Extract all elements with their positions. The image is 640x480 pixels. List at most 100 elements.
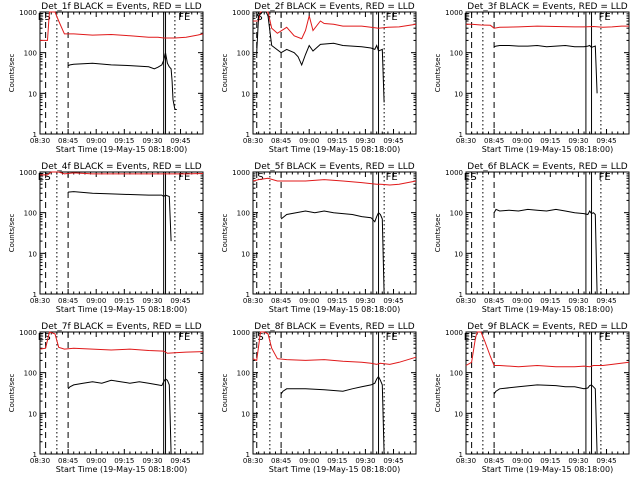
y-tick-label: 1	[33, 131, 37, 139]
x-tick-label: 08:45	[484, 297, 504, 305]
y-tick-label: 1000	[232, 329, 250, 337]
x-tick-label: 09:15	[114, 297, 134, 305]
x-tick-label: 08:45	[58, 297, 78, 305]
y-axis-label: Counts/sec	[434, 374, 442, 413]
x-axis-label: Start Time (19-May-15 08:18:00)	[269, 465, 400, 474]
series-events-line	[493, 208, 598, 295]
phase-marker-label: FE	[178, 332, 190, 343]
series-events-line	[256, 11, 385, 103]
y-tick-label: 1000	[19, 169, 37, 177]
phase-marker-label: FE	[386, 12, 398, 23]
series-events-line	[493, 44, 598, 94]
x-tick-label: 09:00	[512, 297, 532, 305]
y-tick-label: 1000	[232, 169, 250, 177]
phase-marker-label: FE	[386, 172, 398, 183]
y-tick-label: 1	[246, 131, 250, 139]
x-tick-label: 09:30	[568, 297, 588, 305]
y-tick-label: 10	[28, 250, 37, 258]
y-tick-label: 1	[459, 131, 463, 139]
panel-1: Det_1f BLACK = Events, RED = LLD 1 10 100 10…	[8, 2, 204, 154]
x-axis-label: Start Time (19-May-15 08:18:00)	[482, 305, 613, 314]
y-axis-label: Counts/sec	[8, 374, 16, 413]
series-lld-line	[466, 23, 629, 29]
y-axis-label: Counts/sec	[434, 214, 442, 253]
x-tick-label: 09:15	[114, 137, 134, 145]
x-axis-label: Start Time (19-May-15 08:18:00)	[269, 305, 400, 314]
panel-title: Det_1f BLACK = Events, RED = LLD	[41, 2, 201, 12]
x-tick-label: 08:30	[243, 457, 263, 465]
phase-marker-label: FE	[386, 332, 398, 343]
phase-marker-label: E	[464, 332, 470, 343]
panel-5: Det_5f BLACK = Events, RED = LLD 1 10 100 10…	[221, 162, 417, 314]
panel-title: Det_9f BLACK = Events, RED = LLD	[467, 322, 627, 332]
plot-frame	[39, 11, 204, 135]
x-tick-label: 09:00	[86, 457, 106, 465]
y-axis-label: Counts/sec	[221, 214, 229, 253]
x-axis-label: Start Time (19-May-15 08:18:00)	[269, 145, 400, 154]
y-tick-label: 100	[450, 50, 463, 58]
y-tick-label: 10	[241, 90, 250, 98]
series-lld-line	[253, 11, 417, 40]
x-tick-label: 09:30	[142, 457, 162, 465]
x-tick-label: 08:45	[271, 297, 291, 305]
x-tick-label: 08:30	[30, 297, 50, 305]
x-tick-label: 09:30	[142, 297, 162, 305]
x-tick-label: 09:00	[86, 297, 106, 305]
x-tick-label: 08:45	[484, 137, 504, 145]
phase-marker-label: S	[470, 332, 476, 343]
panel-title: Det_8f BLACK = Events, RED = LLD	[254, 322, 414, 332]
y-tick-label: 10	[454, 90, 463, 98]
y-tick-label: 1	[246, 291, 250, 299]
x-tick-label: 09:45	[170, 297, 190, 305]
x-tick-label: 09:45	[383, 137, 403, 145]
series-events-line	[67, 378, 172, 455]
phase-marker-label: FE	[599, 12, 611, 23]
panel-4: Det_4f BLACK = Events, RED = LLD 1 10 100 10…	[8, 162, 204, 314]
panel-title: Det_6f BLACK = Events, RED = LLD	[467, 162, 627, 172]
x-tick-label: 09:15	[327, 457, 347, 465]
y-tick-label: 1	[459, 291, 463, 299]
y-tick-label: 10	[454, 250, 463, 258]
phase-marker-label: FE	[599, 172, 611, 183]
y-tick-label: 1000	[19, 9, 37, 17]
x-tick-label: 09:30	[568, 457, 588, 465]
y-tick-label: 1000	[445, 169, 463, 177]
x-tick-label: 09:00	[299, 457, 319, 465]
series-lld-line	[39, 331, 204, 354]
series-lld-line	[252, 331, 417, 365]
y-tick-label: 1000	[445, 9, 463, 17]
series-lld-line	[40, 11, 204, 41]
phase-marker-label: S	[470, 172, 476, 183]
panel-7: Det_7f BLACK = Events, RED = LLD 1 10 100 10…	[8, 322, 204, 474]
x-tick-label: 09:15	[540, 137, 560, 145]
y-tick-label: 1	[33, 291, 37, 299]
y-tick-label: 1	[33, 451, 37, 459]
plot-frame	[39, 331, 204, 455]
y-axis-label: Counts/sec	[221, 374, 229, 413]
phase-marker-label: FE	[178, 12, 190, 23]
y-axis-label: Counts/sec	[221, 54, 229, 93]
x-tick-label: 09:45	[170, 457, 190, 465]
panel-title: Det_2f BLACK = Events, RED = LLD	[254, 2, 414, 12]
y-tick-label: 100	[24, 210, 37, 218]
phase-marker-label: E	[464, 172, 470, 183]
phase-marker-label: E	[38, 172, 44, 183]
x-tick-label: 08:45	[271, 457, 291, 465]
panel-6: Det_6f BLACK = Events, RED = LLD 1 10 100 10…	[434, 162, 630, 314]
panel-8: Det_8f BLACK = Events, RED = LLD 1 10 100 10…	[221, 322, 417, 474]
phase-marker-label: S	[257, 172, 263, 183]
y-tick-label: 1000	[19, 329, 37, 337]
phase-marker-label: E	[38, 12, 44, 23]
x-tick-label: 09:15	[327, 297, 347, 305]
x-tick-label: 09:15	[540, 457, 560, 465]
y-tick-label: 100	[237, 50, 250, 58]
x-tick-label: 09:00	[512, 457, 532, 465]
x-tick-label: 08:45	[271, 137, 291, 145]
panel-9: Det_9f BLACK = Events, RED = LLD 1 10 100 10…	[434, 322, 630, 474]
y-tick-label: 10	[241, 410, 250, 418]
x-tick-label: 08:30	[243, 137, 263, 145]
x-tick-label: 08:30	[456, 457, 476, 465]
x-axis-label: Start Time (19-May-15 08:18:00)	[482, 465, 613, 474]
series-lld-line	[252, 177, 417, 186]
